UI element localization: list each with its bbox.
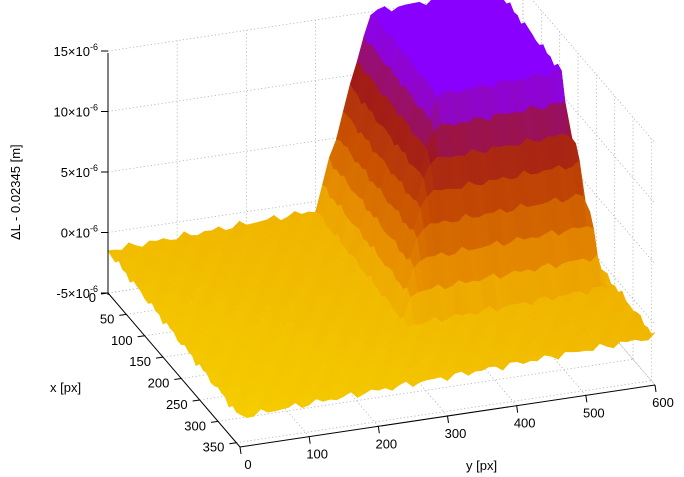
y-tick-label: 600 [652,395,674,410]
x-ticks: 0 50 100 150 200 250 300 350 [89,290,237,455]
z-grid-line [107,109,656,265]
z-ticks: -5×10-6 0×10-6 5×10-6 10×10-6 15×10-6 [53,42,108,301]
x-axis-label: x [px] [50,380,81,395]
z-axis-label: ΔL - 0.02345 [m] [8,144,23,240]
x-tick-mark [100,292,109,295]
y-tick-label: 0 [244,457,251,472]
y-tick-mark [239,446,242,455]
z-grid-line [107,0,656,144]
z-tick-label: -5×10-6 [56,284,98,301]
z-tick-label: 5×10-6 [61,163,98,180]
y-tick-label: 500 [583,405,605,420]
y-tick-label: 200 [375,436,397,451]
x-tick-label: 50 [100,311,114,326]
y-tick-mark [377,426,380,434]
x-tick-label: 200 [148,376,170,391]
x-tick-label: 250 [166,397,188,412]
y-tick-mark [654,384,657,393]
y-tick-label: 400 [514,416,536,431]
x-tick-label: 350 [203,440,225,455]
x-tick-mark [174,378,182,381]
surface-patch [235,408,248,419]
x-tick-label: 100 [111,333,133,348]
y-tick-label: 300 [445,426,467,441]
x-floor-grid-line [217,358,634,422]
z-tick-label: 15×10-6 [53,42,98,59]
x-tick-mark [229,442,237,445]
y-tick-mark [308,436,311,444]
z-grid-line [107,170,656,325]
y-tick-mark [516,405,519,413]
x-tick-mark [119,313,127,316]
x-tick-label: 0 [89,290,96,305]
x-tick-mark [192,399,200,402]
y-axis-label: y [px] [466,458,497,473]
z-grid-line [107,49,656,204]
y-tick-label: 100 [306,447,328,462]
x-tick-mark [155,356,164,359]
x-floor-grid-line [236,380,652,444]
z-tick-label: 10×10-6 [53,103,98,120]
x-tick-mark [210,420,219,423]
y-ticks: 0 100 200 300 400 500 600 [239,384,674,472]
y-tick-mark [585,395,588,403]
surface [107,0,656,419]
x-tick-mark [137,335,145,338]
y-tick-mark [447,415,449,424]
x-tick-label: 300 [184,418,206,433]
x-tick-label: 150 [129,354,151,369]
z-tick-label: 0×10-6 [61,224,98,241]
